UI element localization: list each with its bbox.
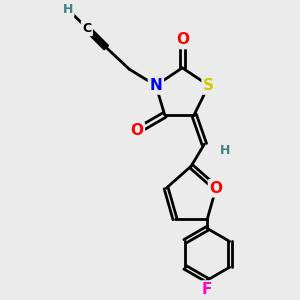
- Text: F: F: [202, 282, 212, 297]
- Text: O: O: [130, 124, 143, 139]
- Text: O: O: [210, 181, 223, 196]
- Text: H: H: [63, 3, 73, 16]
- Text: S: S: [203, 78, 214, 93]
- Text: C: C: [82, 22, 92, 35]
- Text: H: H: [220, 144, 230, 157]
- Text: N: N: [149, 78, 162, 93]
- Text: O: O: [176, 32, 189, 47]
